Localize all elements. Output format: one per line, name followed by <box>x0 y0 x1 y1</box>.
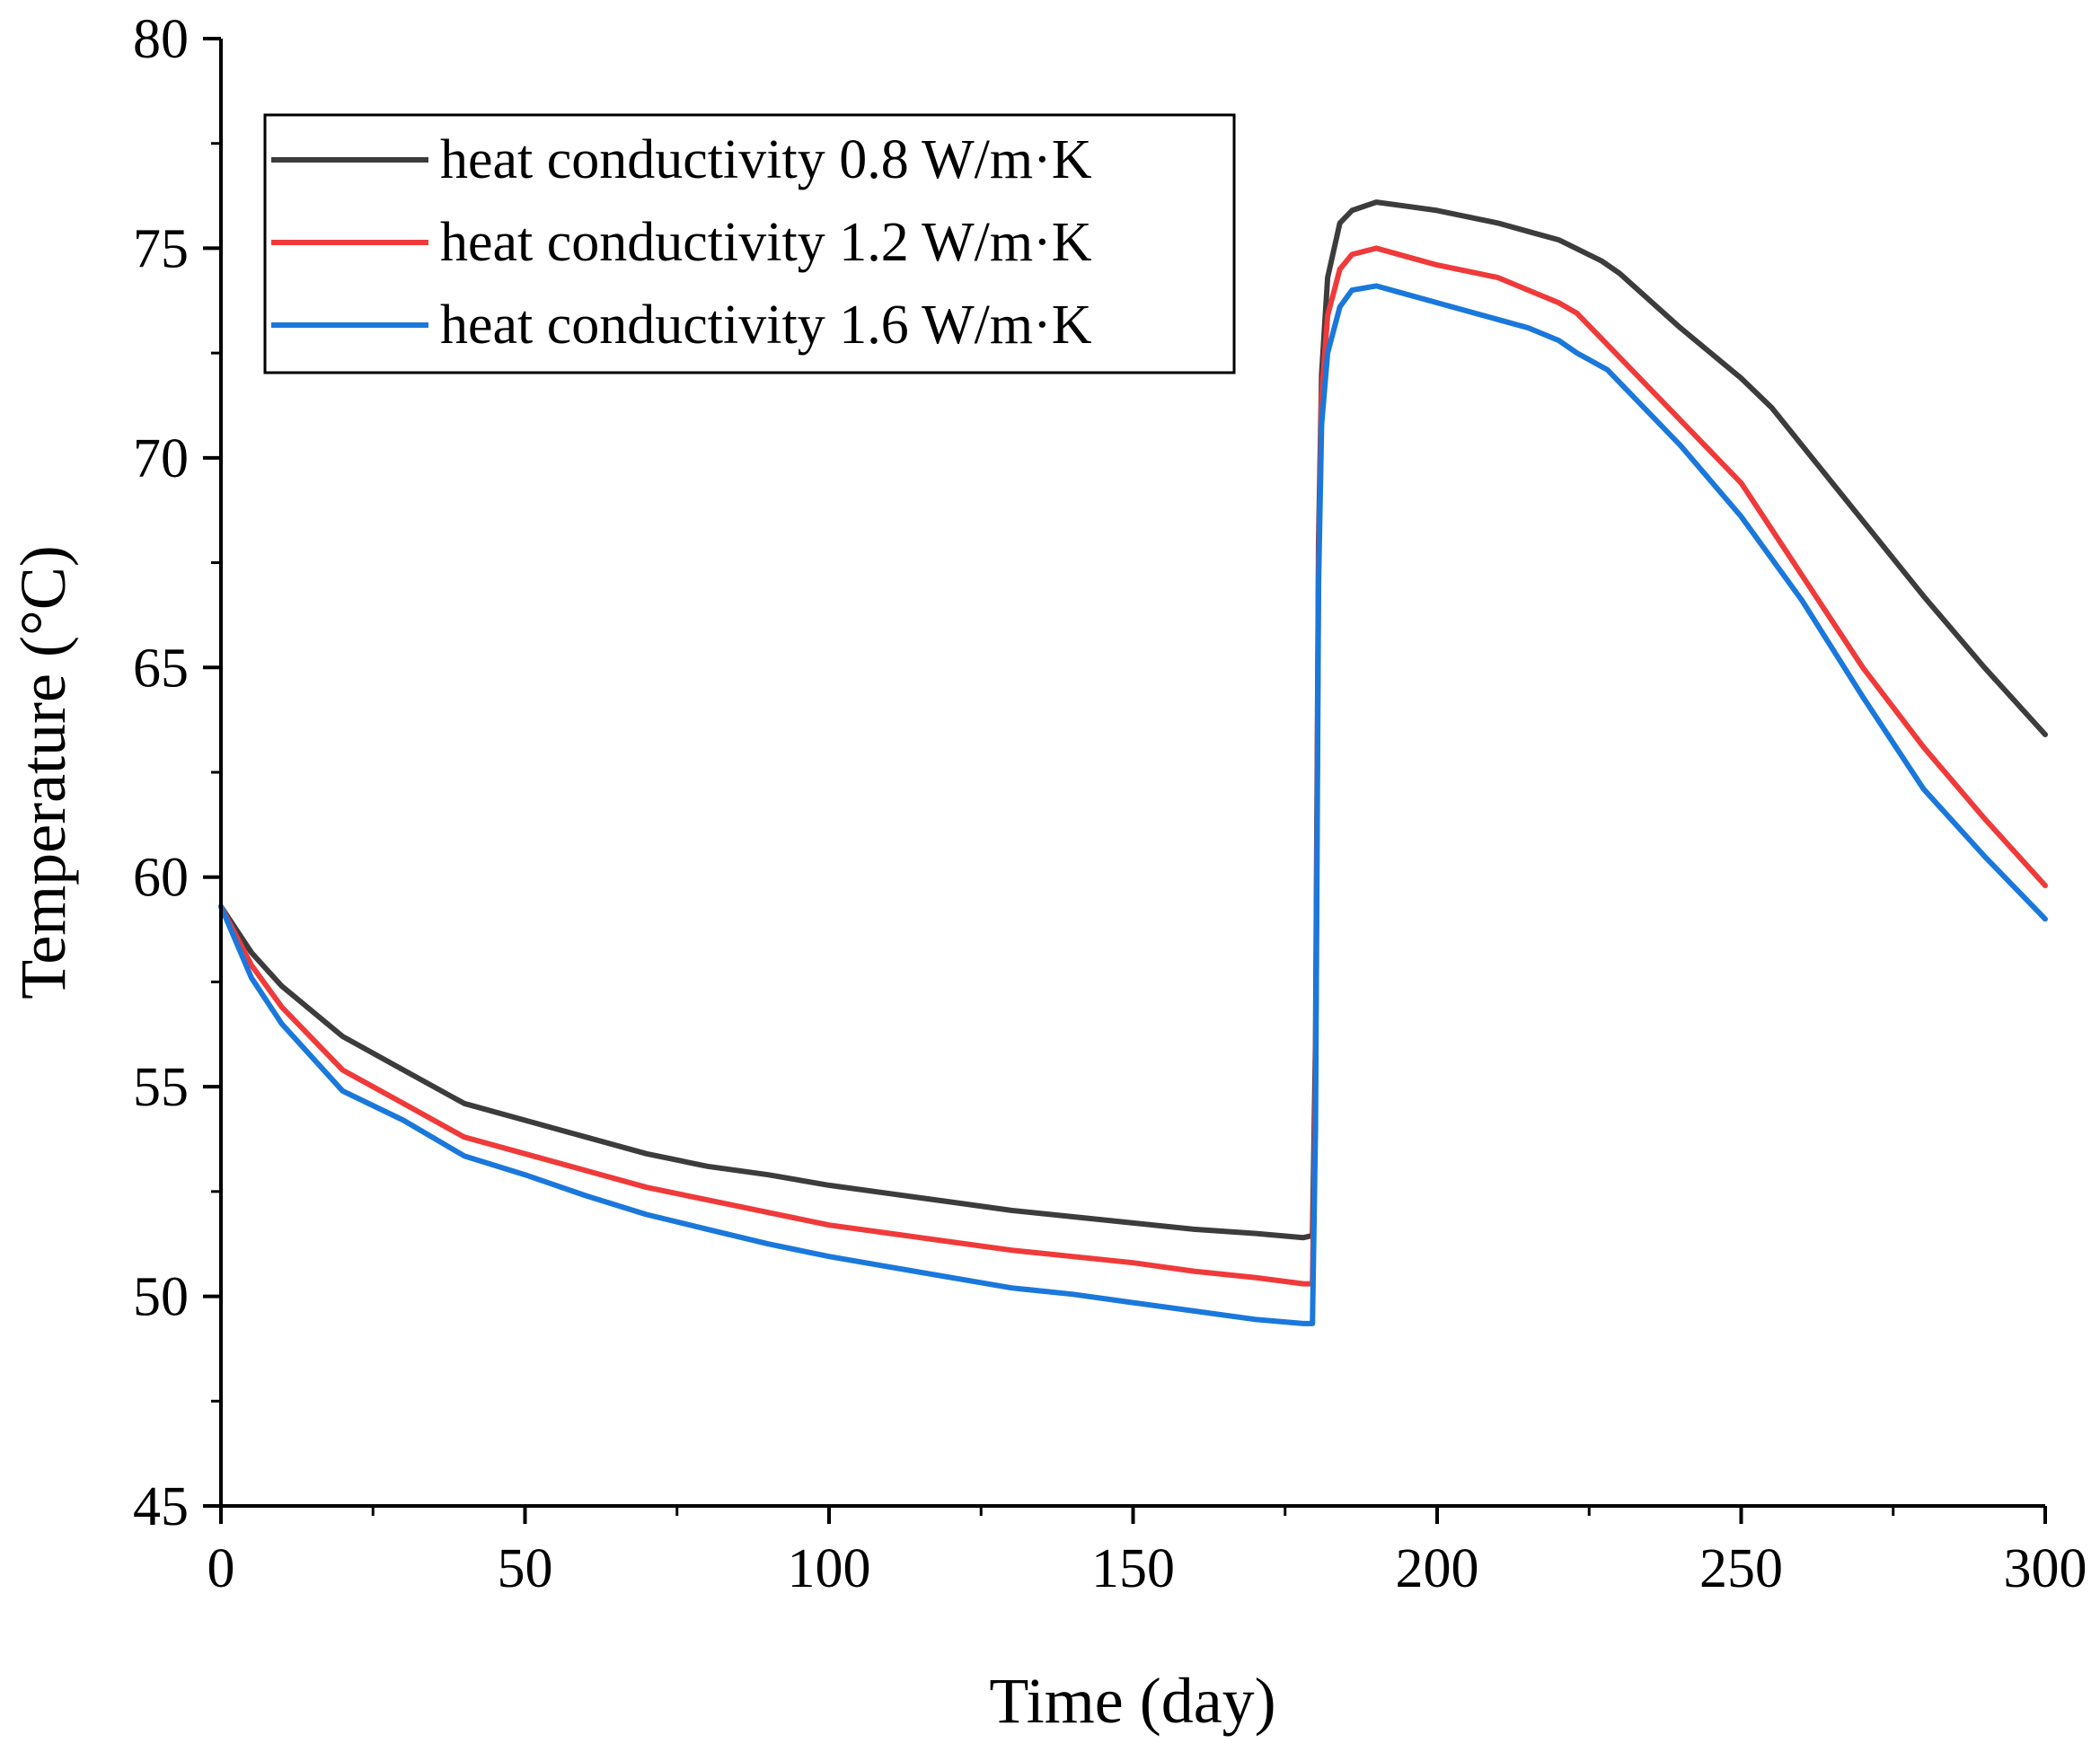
series-line-3 <box>218 283 2048 1326</box>
y-tick-label: 55 <box>133 1057 189 1118</box>
y-tick-label: 75 <box>133 218 189 279</box>
y-tick-label: 45 <box>133 1476 189 1537</box>
x-axis-title: Time (day) <box>989 1665 1275 1737</box>
ticks-layer: 0 50 100 150 200 250 300 45 50 55 60 65 70 75 80 <box>133 9 2087 1599</box>
legend-label-3: heat conductivity 1.6 W/m·K <box>440 295 1092 356</box>
x-tick-label: 200 <box>1396 1538 1479 1599</box>
y-tick-label: 80 <box>133 9 189 70</box>
y-tick-label: 60 <box>133 848 189 909</box>
x-tick-label: 50 <box>498 1538 553 1599</box>
y-tick-label: 70 <box>133 428 189 489</box>
series-layer <box>218 199 2048 1326</box>
y-axis-title: Temperature (°C) <box>7 545 79 999</box>
legend: heat conductivity 0.8 W/m·K heat conducti… <box>263 113 1236 374</box>
legend-label-1: heat conductivity 0.8 W/m·K <box>440 129 1092 190</box>
x-tick-label: 0 <box>207 1538 235 1599</box>
x-tick-label: 250 <box>1699 1538 1783 1599</box>
x-tick-label: 300 <box>2004 1538 2087 1599</box>
x-tick-label: 100 <box>788 1538 871 1599</box>
legend-label-2: heat conductivity 1.2 W/m·K <box>440 212 1092 273</box>
y-tick-label: 65 <box>133 638 189 699</box>
y-tick-label: 50 <box>133 1267 189 1328</box>
x-tick-label: 150 <box>1091 1538 1175 1599</box>
